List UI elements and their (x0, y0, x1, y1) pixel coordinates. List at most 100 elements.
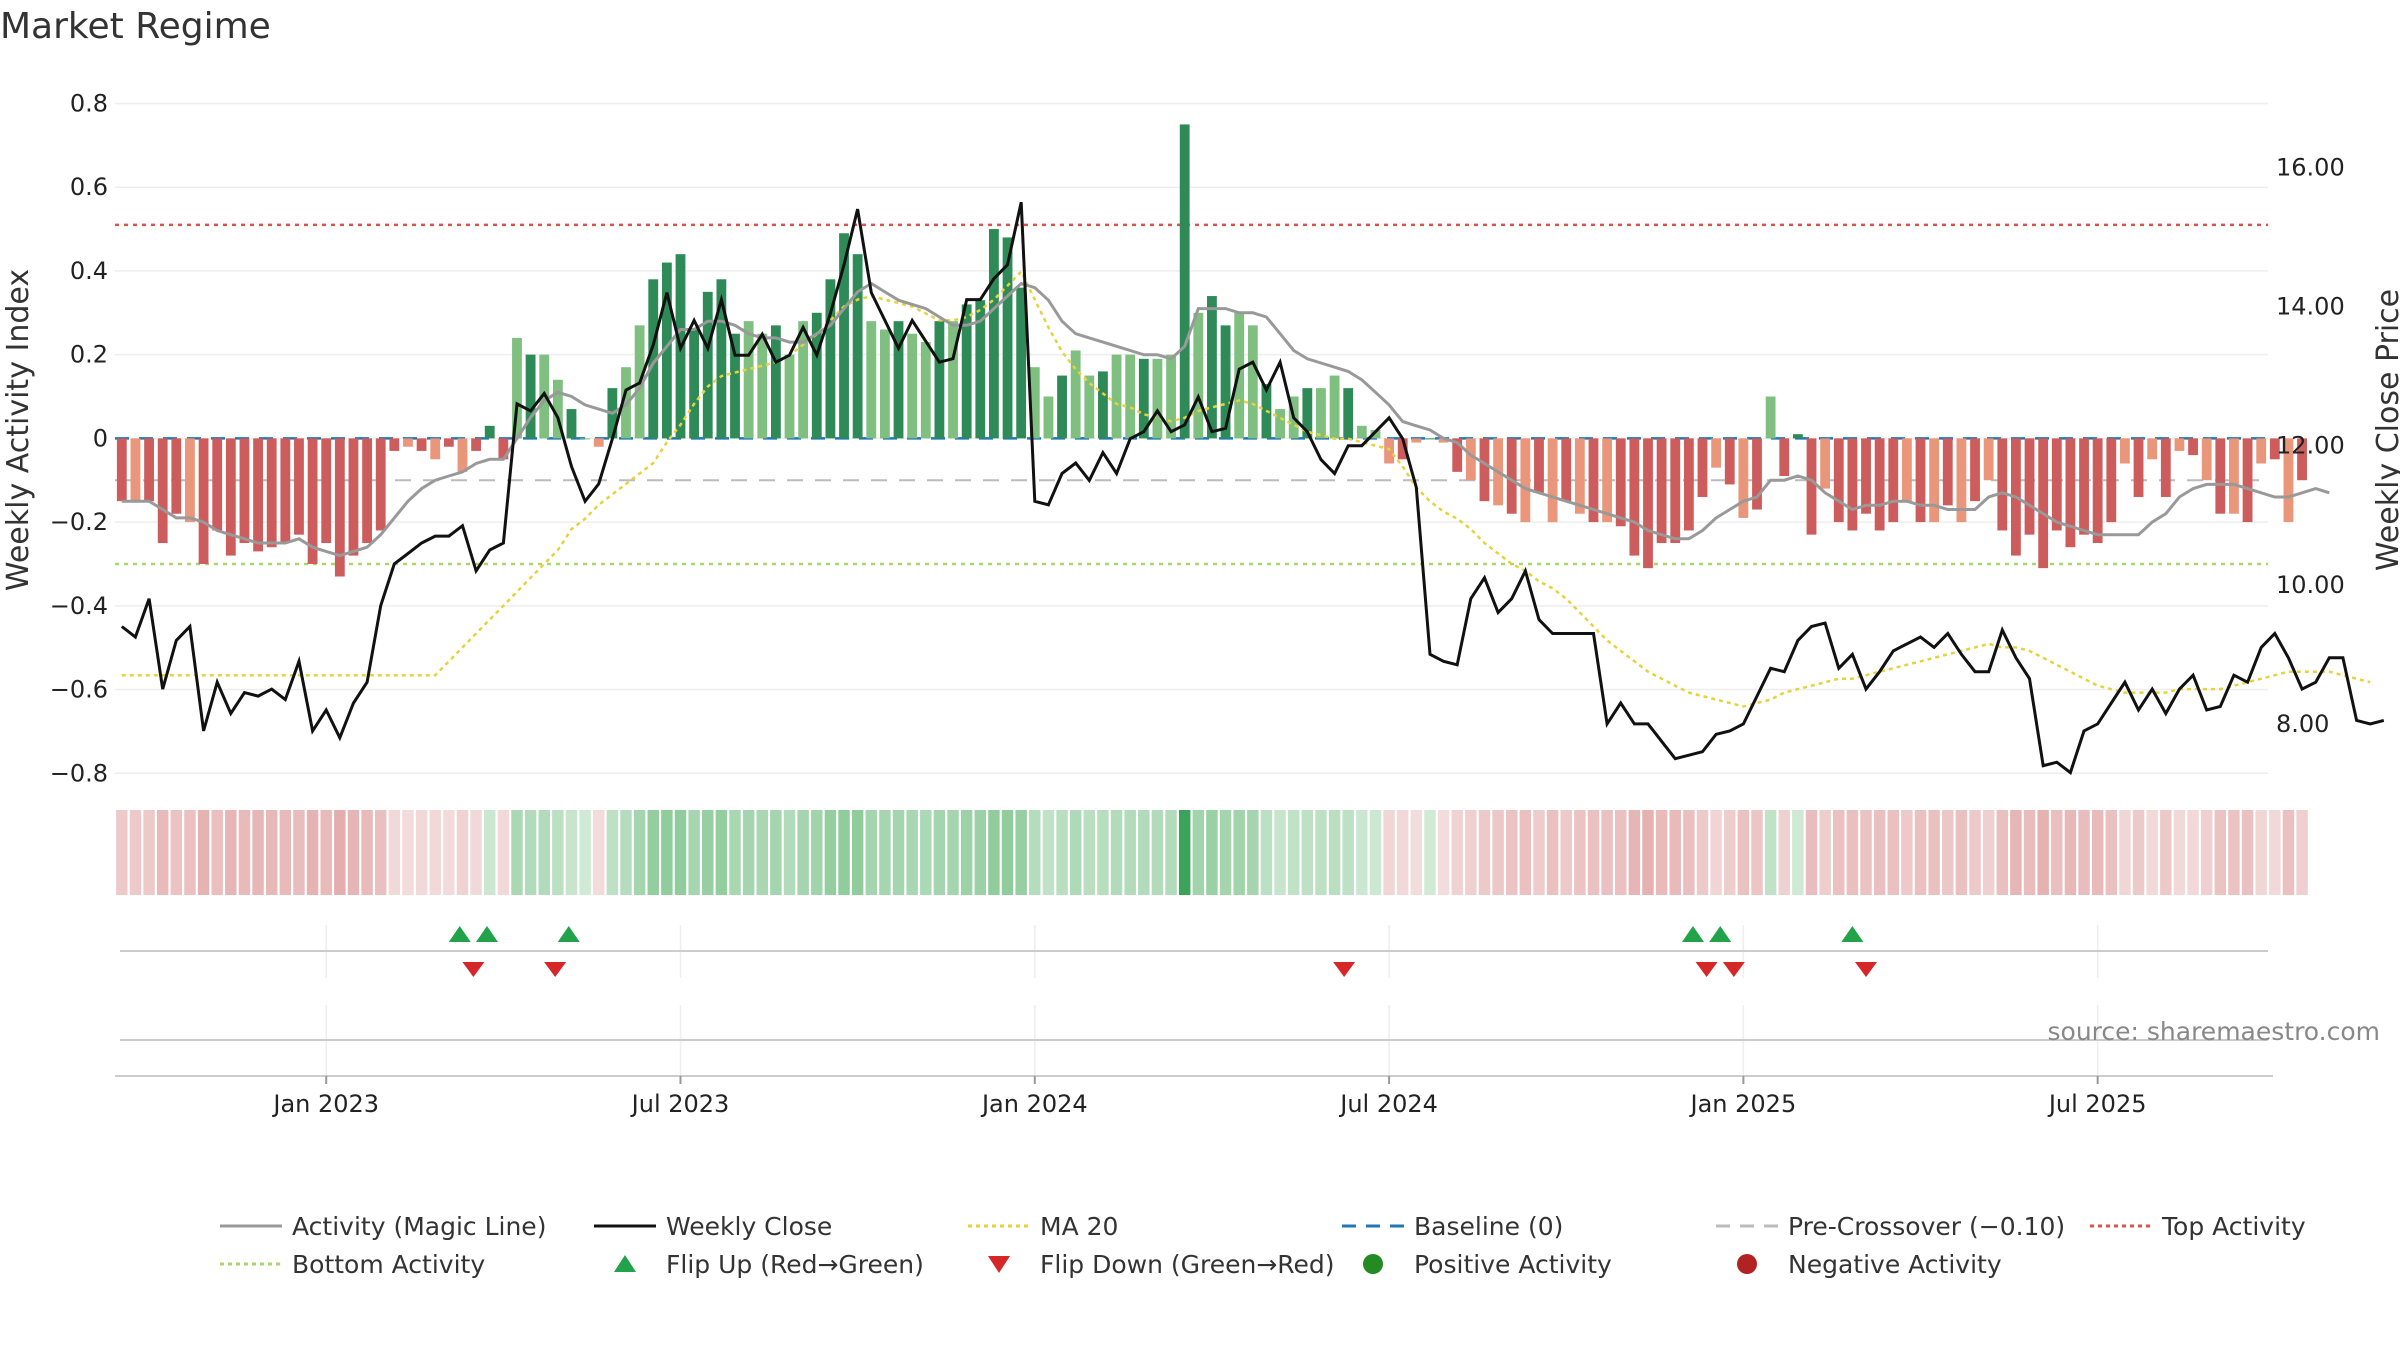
activity-bar (1534, 438, 1544, 493)
y-left-tick-label: 0 (93, 424, 108, 452)
activity-bar (2147, 438, 2158, 460)
activity-bar (716, 279, 727, 439)
regime-cell (1969, 810, 1981, 895)
regime-cell (702, 810, 714, 895)
regime-cell (2214, 810, 2227, 895)
regime-cell (1465, 810, 1477, 895)
activity-bar (1220, 325, 1231, 439)
activity-bar (2133, 438, 2144, 497)
activity-bar (512, 337, 522, 439)
regime-cell (2187, 810, 2199, 895)
regime-cell (1587, 810, 1600, 895)
activity-bar (1970, 438, 1980, 502)
regime-cell (1069, 810, 1082, 895)
grid-layer (115, 102, 2268, 1076)
regime-strip (116, 810, 2308, 895)
regime-cell (1315, 810, 1327, 895)
activity-bar (1629, 438, 1640, 556)
y-left-tick-label: −0.2 (50, 508, 108, 536)
regime-cell (1833, 810, 1845, 895)
activity-bar (1833, 438, 1844, 523)
regime-cell (1301, 810, 1314, 895)
y-left-tick-label: −0.4 (50, 592, 108, 620)
activity-bar (1465, 438, 1476, 481)
regime-cell (1669, 810, 1681, 895)
activity-bar (321, 438, 332, 544)
activity-bar (1547, 438, 1558, 523)
legend-item-baseline: Baseline (0) (1342, 1212, 1563, 1241)
regime-cell (2228, 810, 2240, 895)
axes: 0.8 0.6 0.4 0.2 0 −0.2 −0.4 −0.6 −0.8 16.00 14.00 1… (50, 89, 2345, 787)
regime-cell (320, 810, 332, 895)
activity-bar (1316, 388, 1326, 439)
y-right-tick-label: 12.00 (2276, 432, 2345, 460)
regime-cell (1015, 810, 1027, 895)
regime-cell (1901, 810, 1913, 895)
activity-bar (471, 438, 482, 451)
regime-cell (1124, 810, 1136, 895)
regime-cell (511, 810, 523, 895)
regime-cell (811, 810, 823, 895)
regime-cell (2037, 810, 2049, 895)
activity-bar (212, 438, 223, 531)
activity-bar (893, 321, 904, 439)
legend-item-ma20: MA 20 (968, 1212, 1118, 1241)
activity-bar (975, 300, 986, 439)
regime-cell (143, 810, 155, 895)
activity-bar (839, 233, 849, 439)
activity-bar (1615, 438, 1626, 527)
legend-label: Top Activity (2161, 1212, 2306, 1241)
legend: Activity (Magic Line) Weekly Close MA 20 Ba… (220, 1212, 2306, 1279)
activity-bar (1411, 438, 1422, 443)
regime-cell (2132, 810, 2145, 895)
regime-cell (211, 810, 223, 895)
y-right-tick-label: 10.00 (2276, 571, 2345, 599)
regime-cell (920, 810, 932, 895)
activity-bar (1397, 438, 1408, 460)
flip-down-marker (1855, 962, 1878, 977)
legend-label: Flip Up (Red→Green) (666, 1250, 924, 1279)
activity-bar (1792, 434, 1803, 439)
legend-label: Baseline (0) (1414, 1212, 1563, 1241)
regime-cell (797, 810, 809, 895)
regime-cell (306, 810, 319, 895)
flip-down-marker (1722, 962, 1745, 977)
activity-bar (907, 333, 918, 439)
activity-bar (798, 321, 809, 439)
activity-bar (1043, 396, 1054, 439)
regime-cell (742, 810, 755, 895)
line-series (120, 201, 2385, 776)
regime-cell (1396, 810, 1409, 895)
legend-label: Activity (Magic Line) (292, 1212, 546, 1241)
regime-cell (1042, 810, 1055, 895)
y-left-tick-label: −0.8 (50, 759, 108, 787)
activity-bar (198, 438, 209, 564)
regime-cell (2160, 810, 2172, 895)
regime-cell (824, 810, 837, 895)
activity-bar (2024, 438, 2035, 535)
regime-cell (484, 810, 496, 895)
regime-cell (1996, 810, 2009, 895)
reference-lines (115, 223, 2268, 566)
legend-label: Flip Down (Green→Red) (1040, 1250, 1335, 1279)
activity-bar (689, 329, 700, 439)
regime-cell (1492, 810, 1504, 895)
activity-bar (1602, 438, 1613, 523)
regime-cell (1247, 810, 1259, 895)
regime-cell (265, 810, 278, 895)
activity-bar (1752, 438, 1762, 510)
regime-cell (524, 810, 537, 895)
legend-item-top: Top Activity (2090, 1212, 2306, 1241)
activity-bar (1901, 438, 1912, 502)
regime-cell (865, 810, 877, 895)
y-left-axis-label: Weekly Activity Index (1, 269, 36, 591)
activity-bar (1029, 367, 1040, 439)
activity-bar (443, 438, 454, 447)
activity-bar (743, 321, 754, 439)
regime-cell (1056, 810, 1068, 895)
activity-bar (2269, 438, 2280, 460)
x-tick-label: Jul 2023 (630, 1090, 730, 1118)
activity-bar (2051, 438, 2062, 531)
regime-cell (334, 810, 346, 895)
regime-cell (538, 810, 550, 895)
